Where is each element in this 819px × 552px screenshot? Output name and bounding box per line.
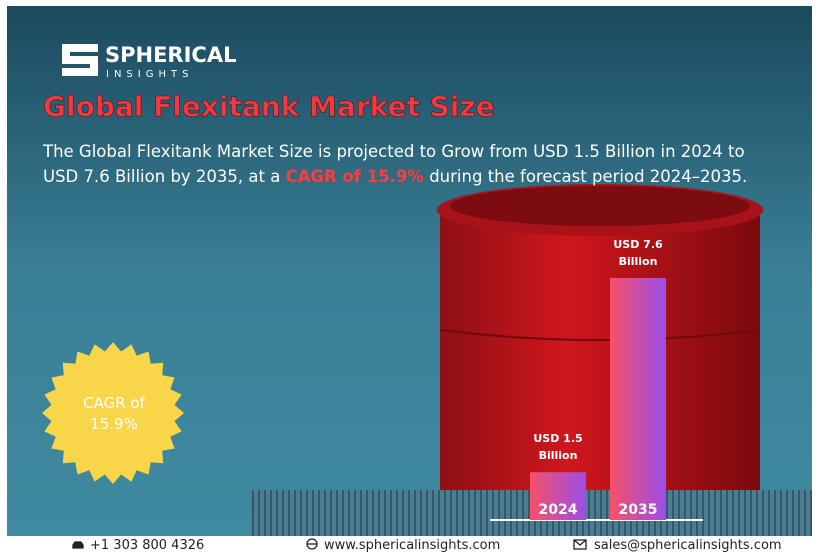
badge-star [42, 342, 184, 484]
value-label: USD 1.5 Billion [533, 432, 583, 463]
tank [437, 184, 763, 500]
logo-icon [62, 44, 98, 76]
value-label: USD 7.6 Billion [613, 238, 663, 268]
footer-icons [72, 538, 587, 550]
highlight: CAGR of 15.9% [286, 167, 425, 186]
title: Global Flexitank Market Size [43, 90, 495, 123]
description-line: USD 7.6 Billion by 2035, at a CAGR of 15… [43, 167, 747, 186]
logo-tagline: INSIGHTS [106, 69, 193, 80]
text: during the forecast period 2024–2035. [424, 167, 747, 186]
x-tick-label: 2035 [619, 502, 658, 518]
text: USD 7.6 Billion by 2035, at a [43, 167, 286, 186]
footer-website: www.sphericalinsights.com [324, 538, 500, 552]
footer-email: sales@sphericalinsights.com [594, 538, 782, 552]
x-tick-label: 2024 [539, 502, 578, 518]
footer-bg [7, 536, 812, 552]
logo-name: SPHERICAL [105, 43, 236, 67]
footer-phone: +1 303 800 4326 [90, 538, 204, 552]
bar [530, 472, 586, 520]
description-line: The Global Flexitank Market Size is proj… [42, 142, 745, 161]
bar [610, 278, 666, 520]
badge-text: CAGR of 15.9% [83, 394, 145, 433]
